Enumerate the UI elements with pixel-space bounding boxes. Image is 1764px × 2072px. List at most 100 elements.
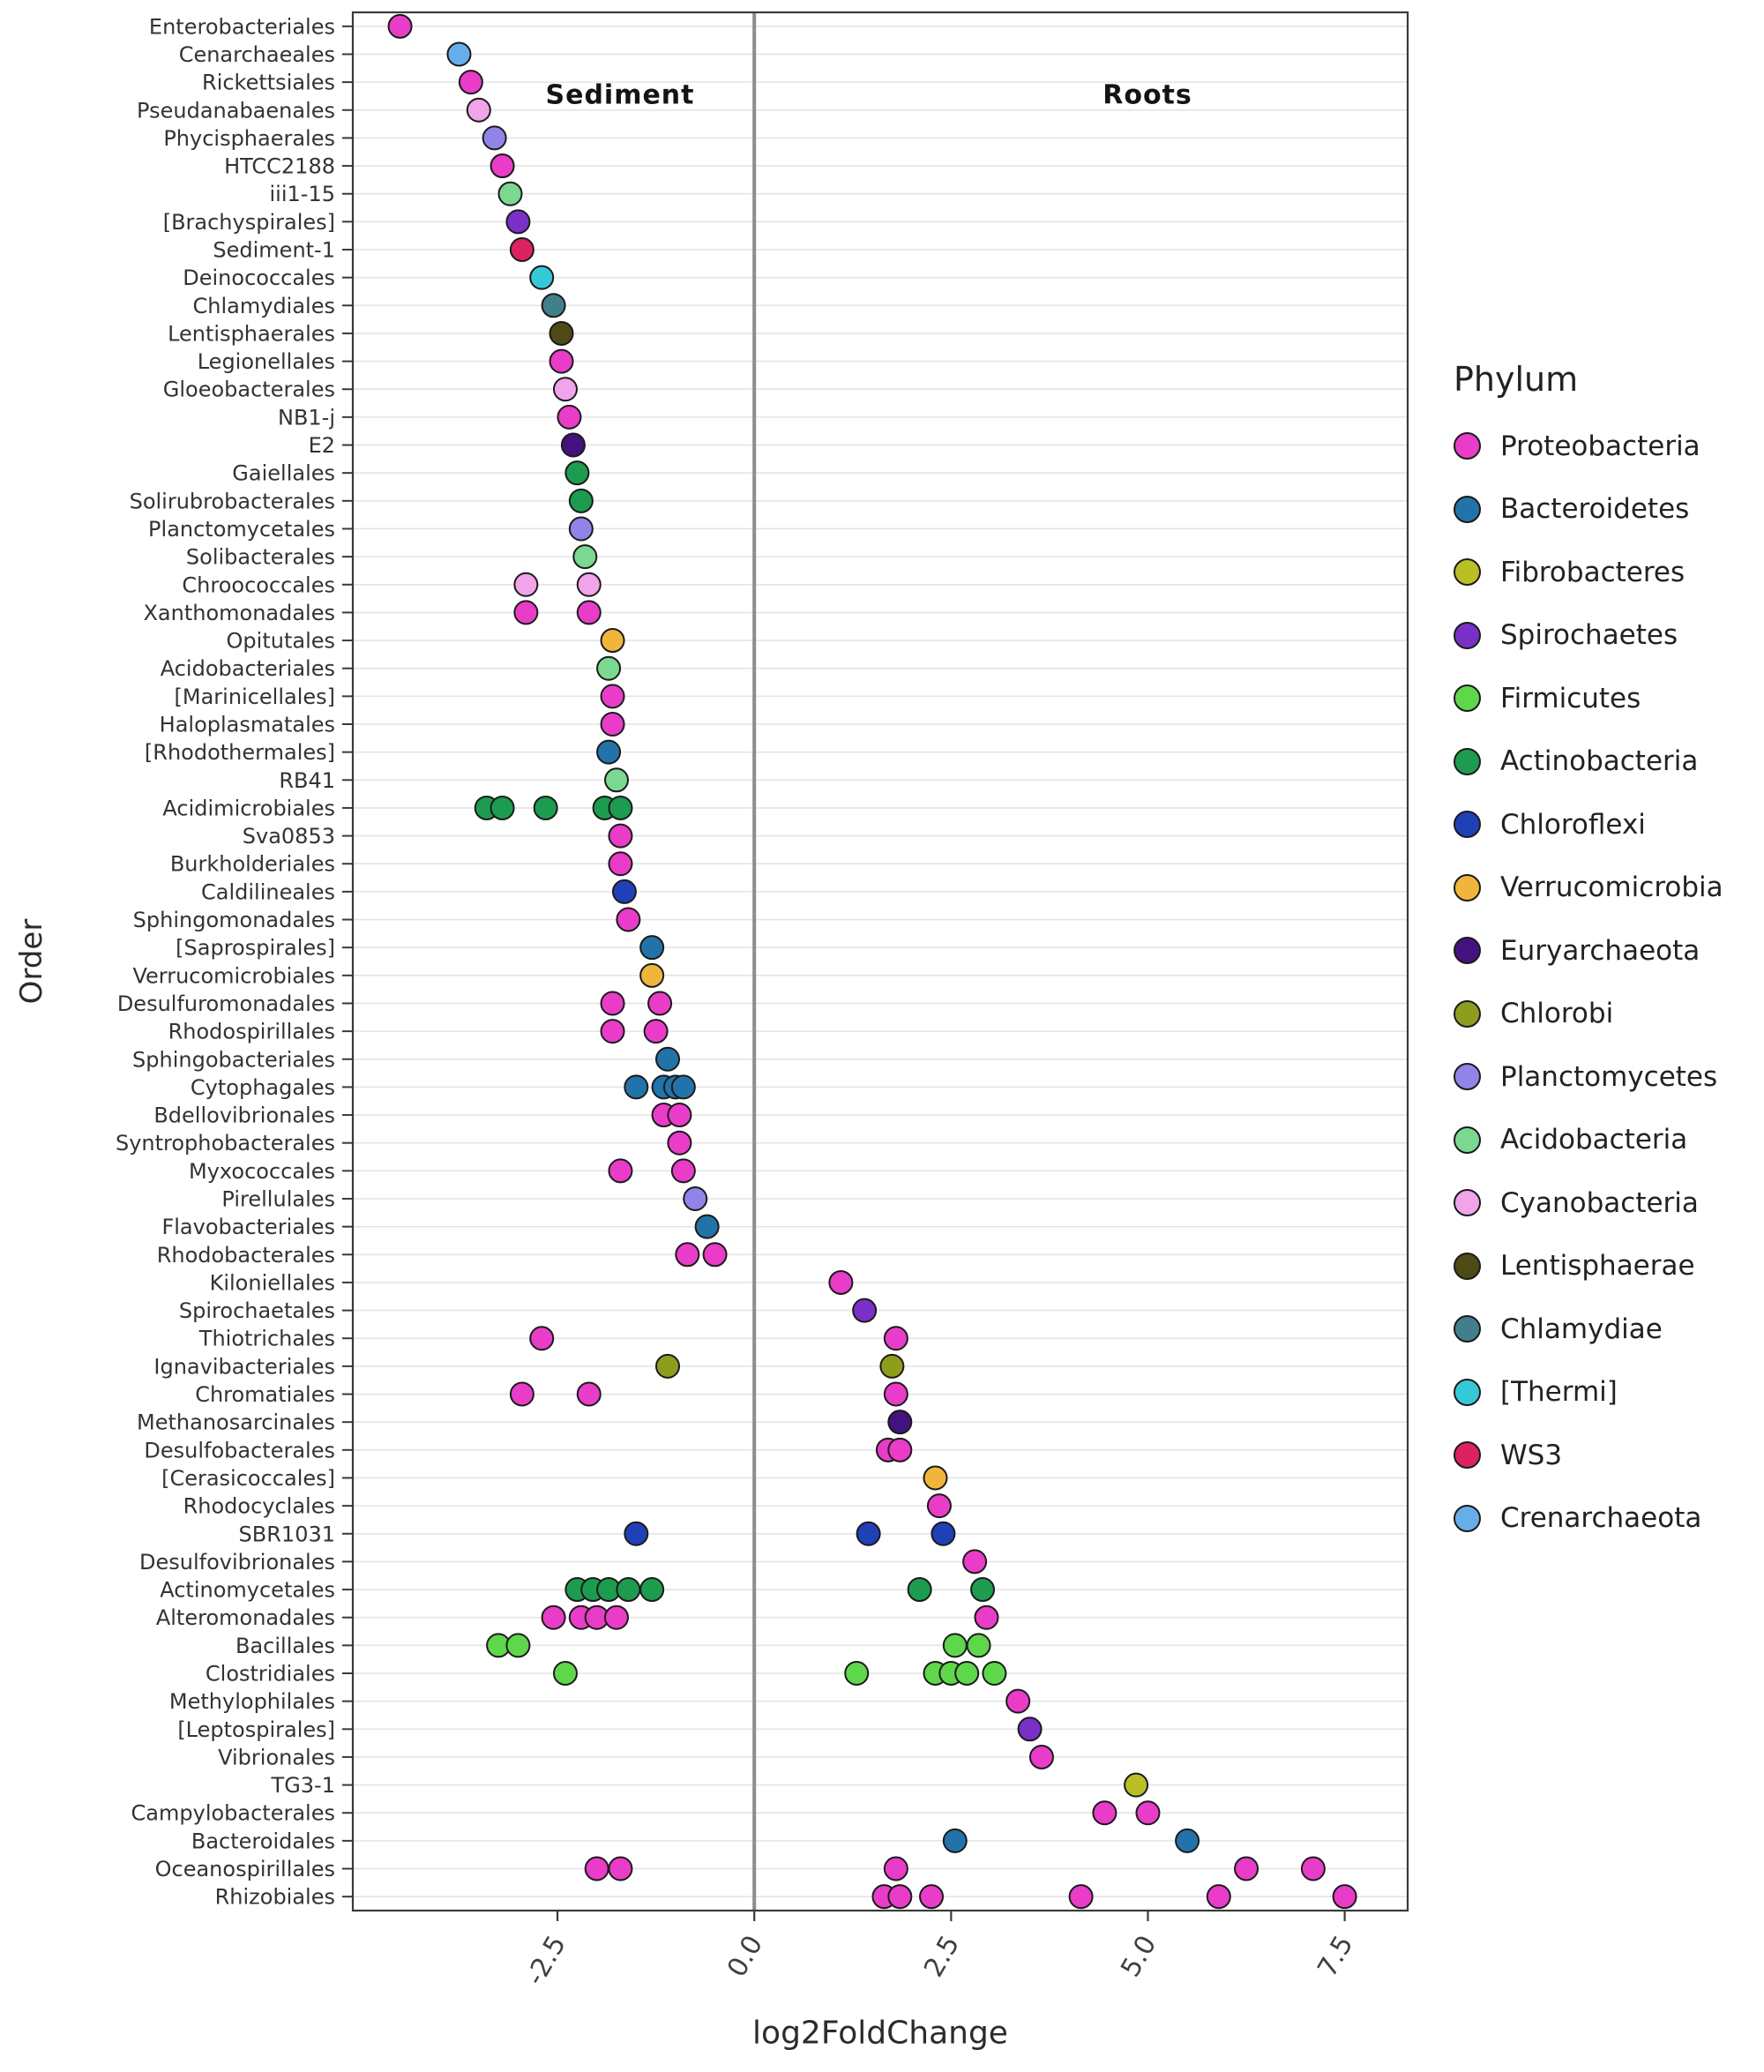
data-point-oceanospirillales <box>883 1856 908 1881</box>
data-point-actinomycetales <box>616 1577 641 1603</box>
y-tick-label-opitutales: Opitutales <box>227 629 335 654</box>
data-point-clostridiales <box>552 1661 578 1686</box>
legend-entry-label: Actinobacteria <box>1500 745 1699 778</box>
legend-entry-proteobacteria: Proteobacteria <box>1454 415 1762 478</box>
legend-entry-label: Planctomycetes <box>1500 1060 1718 1093</box>
data-point-oceanospirillales <box>608 1856 633 1881</box>
y-tick-label-pseudanabaenales: Pseudanabaenales <box>137 98 335 123</box>
y-tick-label-sva0853: Sva0853 <box>243 824 335 849</box>
y-tick-label-chroococcales: Chroococcales <box>182 572 335 597</box>
data-point-cenarchaeales <box>446 41 472 67</box>
data-point-lentisphaerales <box>549 320 574 346</box>
data-point-oceanospirillales <box>584 1856 609 1881</box>
y-tick-label-haloplasmatales: Haloplasmatales <box>160 713 335 737</box>
data-point-thiotrichales <box>883 1326 908 1351</box>
data-point-rb41 <box>604 767 629 793</box>
y-tick-label-chromatiales: Chromatiales <box>195 1382 335 1407</box>
legend-entry-thermi: [Thermi] <box>1454 1361 1762 1425</box>
legend-entry-crenarchaeota: Crenarchaeota <box>1454 1487 1762 1551</box>
legend-swatch-bacteroidetes <box>1454 495 1481 523</box>
legend-swatch-verrucomicrobia <box>1454 873 1481 901</box>
data-point-clostridiales <box>954 1661 980 1686</box>
y-tick-label-thiotrichales: Thiotrichales <box>198 1327 335 1351</box>
y-tick-label-sediment-1: Sediment-1 <box>213 238 335 263</box>
data-point-phycisphaerales <box>482 125 507 151</box>
y-tick-label-oceanospirillales: Oceanospirillales <box>155 1857 335 1881</box>
y-tick-label-acidimicrobiales: Acidimicrobiales <box>162 796 335 820</box>
y-tick-label-desulfuromonadales: Desulfuromonadales <box>117 991 335 1016</box>
legend-entry-cyanobacteria: Cyanobacteria <box>1454 1171 1762 1235</box>
legend-swatch-chlamydiae <box>1454 1315 1481 1343</box>
legend-swatch-actinobacteria <box>1454 747 1481 775</box>
data-point-actinomycetales <box>639 1577 665 1603</box>
data-point-burkholderiales <box>608 851 633 877</box>
legend-entry-spirochaetes: Spirochaetes <box>1454 604 1762 668</box>
legend-entry-label: Firmicutes <box>1500 682 1641 714</box>
y-tick-label-kiloniellales: Kiloniellales <box>210 1270 335 1295</box>
data-point-flavobacteriales <box>694 1214 720 1239</box>
y-tick-label-methanosarcinales: Methanosarcinales <box>137 1410 335 1435</box>
y-tick-label-verrucomicrobiales: Verrucomicrobiales <box>132 963 335 988</box>
data-point-leptospirales <box>1017 1717 1043 1742</box>
legend-swatch-chloroflexi <box>1454 811 1481 839</box>
legend-entry-label: Cyanobacteria <box>1500 1186 1699 1219</box>
y-tick-label-rb41: RB41 <box>279 768 335 793</box>
x-tick-label: -2.5 <box>519 1931 572 1991</box>
legend-swatch-acidobacteria <box>1454 1126 1481 1154</box>
data-point-sbr1031 <box>624 1521 649 1546</box>
data-point-deinococcales <box>529 265 555 290</box>
legend-entry-label: Spirochaetes <box>1500 619 1678 652</box>
data-point-opitutales <box>600 628 625 654</box>
legend-swatch-proteobacteria <box>1454 432 1481 460</box>
legend-entry-label: Chloroflexi <box>1500 808 1646 841</box>
data-point-solirubrobacterales <box>568 488 594 513</box>
data-point-brachyspirales <box>505 209 531 235</box>
y-tick-label-deinococcales: Deinococcales <box>183 266 335 290</box>
legend-entry-firmicutes: Firmicutes <box>1454 667 1762 730</box>
data-point-bdellovibrionales <box>667 1103 692 1128</box>
data-point-bacteroidales <box>942 1828 968 1853</box>
legend-swatch-ws3 <box>1454 1441 1481 1470</box>
y-tick-label-chlamydiales: Chlamydiales <box>193 294 335 318</box>
data-point-ignavibacteriales <box>655 1353 681 1379</box>
legend-swatch-chlorobi <box>1454 999 1481 1028</box>
data-point-sva0853 <box>608 823 633 849</box>
y-tick-label-gaiellales: Gaiellales <box>232 461 335 486</box>
data-point-tg3-1 <box>1124 1772 1149 1798</box>
legend-swatch-lentisphaerae <box>1454 1252 1481 1280</box>
y-tick-label-nb1-j: NB1-j <box>278 405 335 430</box>
data-point-acidimicrobiales <box>608 795 633 820</box>
y-tick-label-pirellulales: Pirellulales <box>221 1187 335 1212</box>
data-point-ignavibacteriales <box>879 1353 905 1379</box>
y-tick-label-solibacterales: Solibacterales <box>186 545 335 570</box>
legend-swatch-thermi <box>1454 1378 1481 1406</box>
y-tick-label-rhodothermales: [Rhodothermales] <box>145 740 335 765</box>
y-tick-label-phycisphaerales: Phycisphaerales <box>163 126 335 151</box>
data-point-cytophagales <box>670 1074 696 1100</box>
region-label-roots: Roots <box>1102 79 1192 111</box>
y-tick-label-desulfovibrionales: Desulfovibrionales <box>139 1550 335 1575</box>
legend-entry-ws3: WS3 <box>1454 1424 1762 1487</box>
y-tick-label-myxococcales: Myxococcales <box>189 1159 335 1184</box>
y-tick-label-bdellovibrionales: Bdellovibrionales <box>153 1103 335 1128</box>
y-tick-label-rhodocyclales: Rhodocyclales <box>183 1494 335 1519</box>
y-tick-label-flavobacteriales: Flavobacteriales <box>161 1215 335 1239</box>
y-tick-label-legionellales: Legionellales <box>198 349 335 374</box>
data-point-thiotrichales <box>529 1326 555 1351</box>
y-tick-label-cerasicoccales: [Cerasicoccales] <box>161 1466 335 1491</box>
data-point-rhodospirillales <box>600 1019 625 1044</box>
data-point-methanosarcinales <box>887 1410 913 1435</box>
data-point-kiloniellales <box>828 1269 854 1295</box>
legend-entry-label: Verrucomicrobia <box>1500 871 1723 904</box>
data-point-campylobacterales <box>1135 1800 1161 1826</box>
data-point-spirochaetales <box>852 1298 878 1323</box>
legend-entry-label: Fibrobacteres <box>1500 556 1686 588</box>
data-point-chromatiales <box>883 1381 908 1407</box>
y-tick-label-alteromonadales: Alteromonadales <box>156 1605 335 1630</box>
data-point-rhizobiales <box>887 1884 913 1910</box>
data-point-cerasicoccales <box>923 1465 948 1491</box>
data-point-desulfuromonadales <box>600 991 625 1016</box>
legend-entry-label: Euryarchaeota <box>1500 934 1700 967</box>
y-tick-label-campylobacterales: Campylobacterales <box>131 1801 335 1826</box>
data-point-oceanospirillales <box>1300 1856 1326 1881</box>
